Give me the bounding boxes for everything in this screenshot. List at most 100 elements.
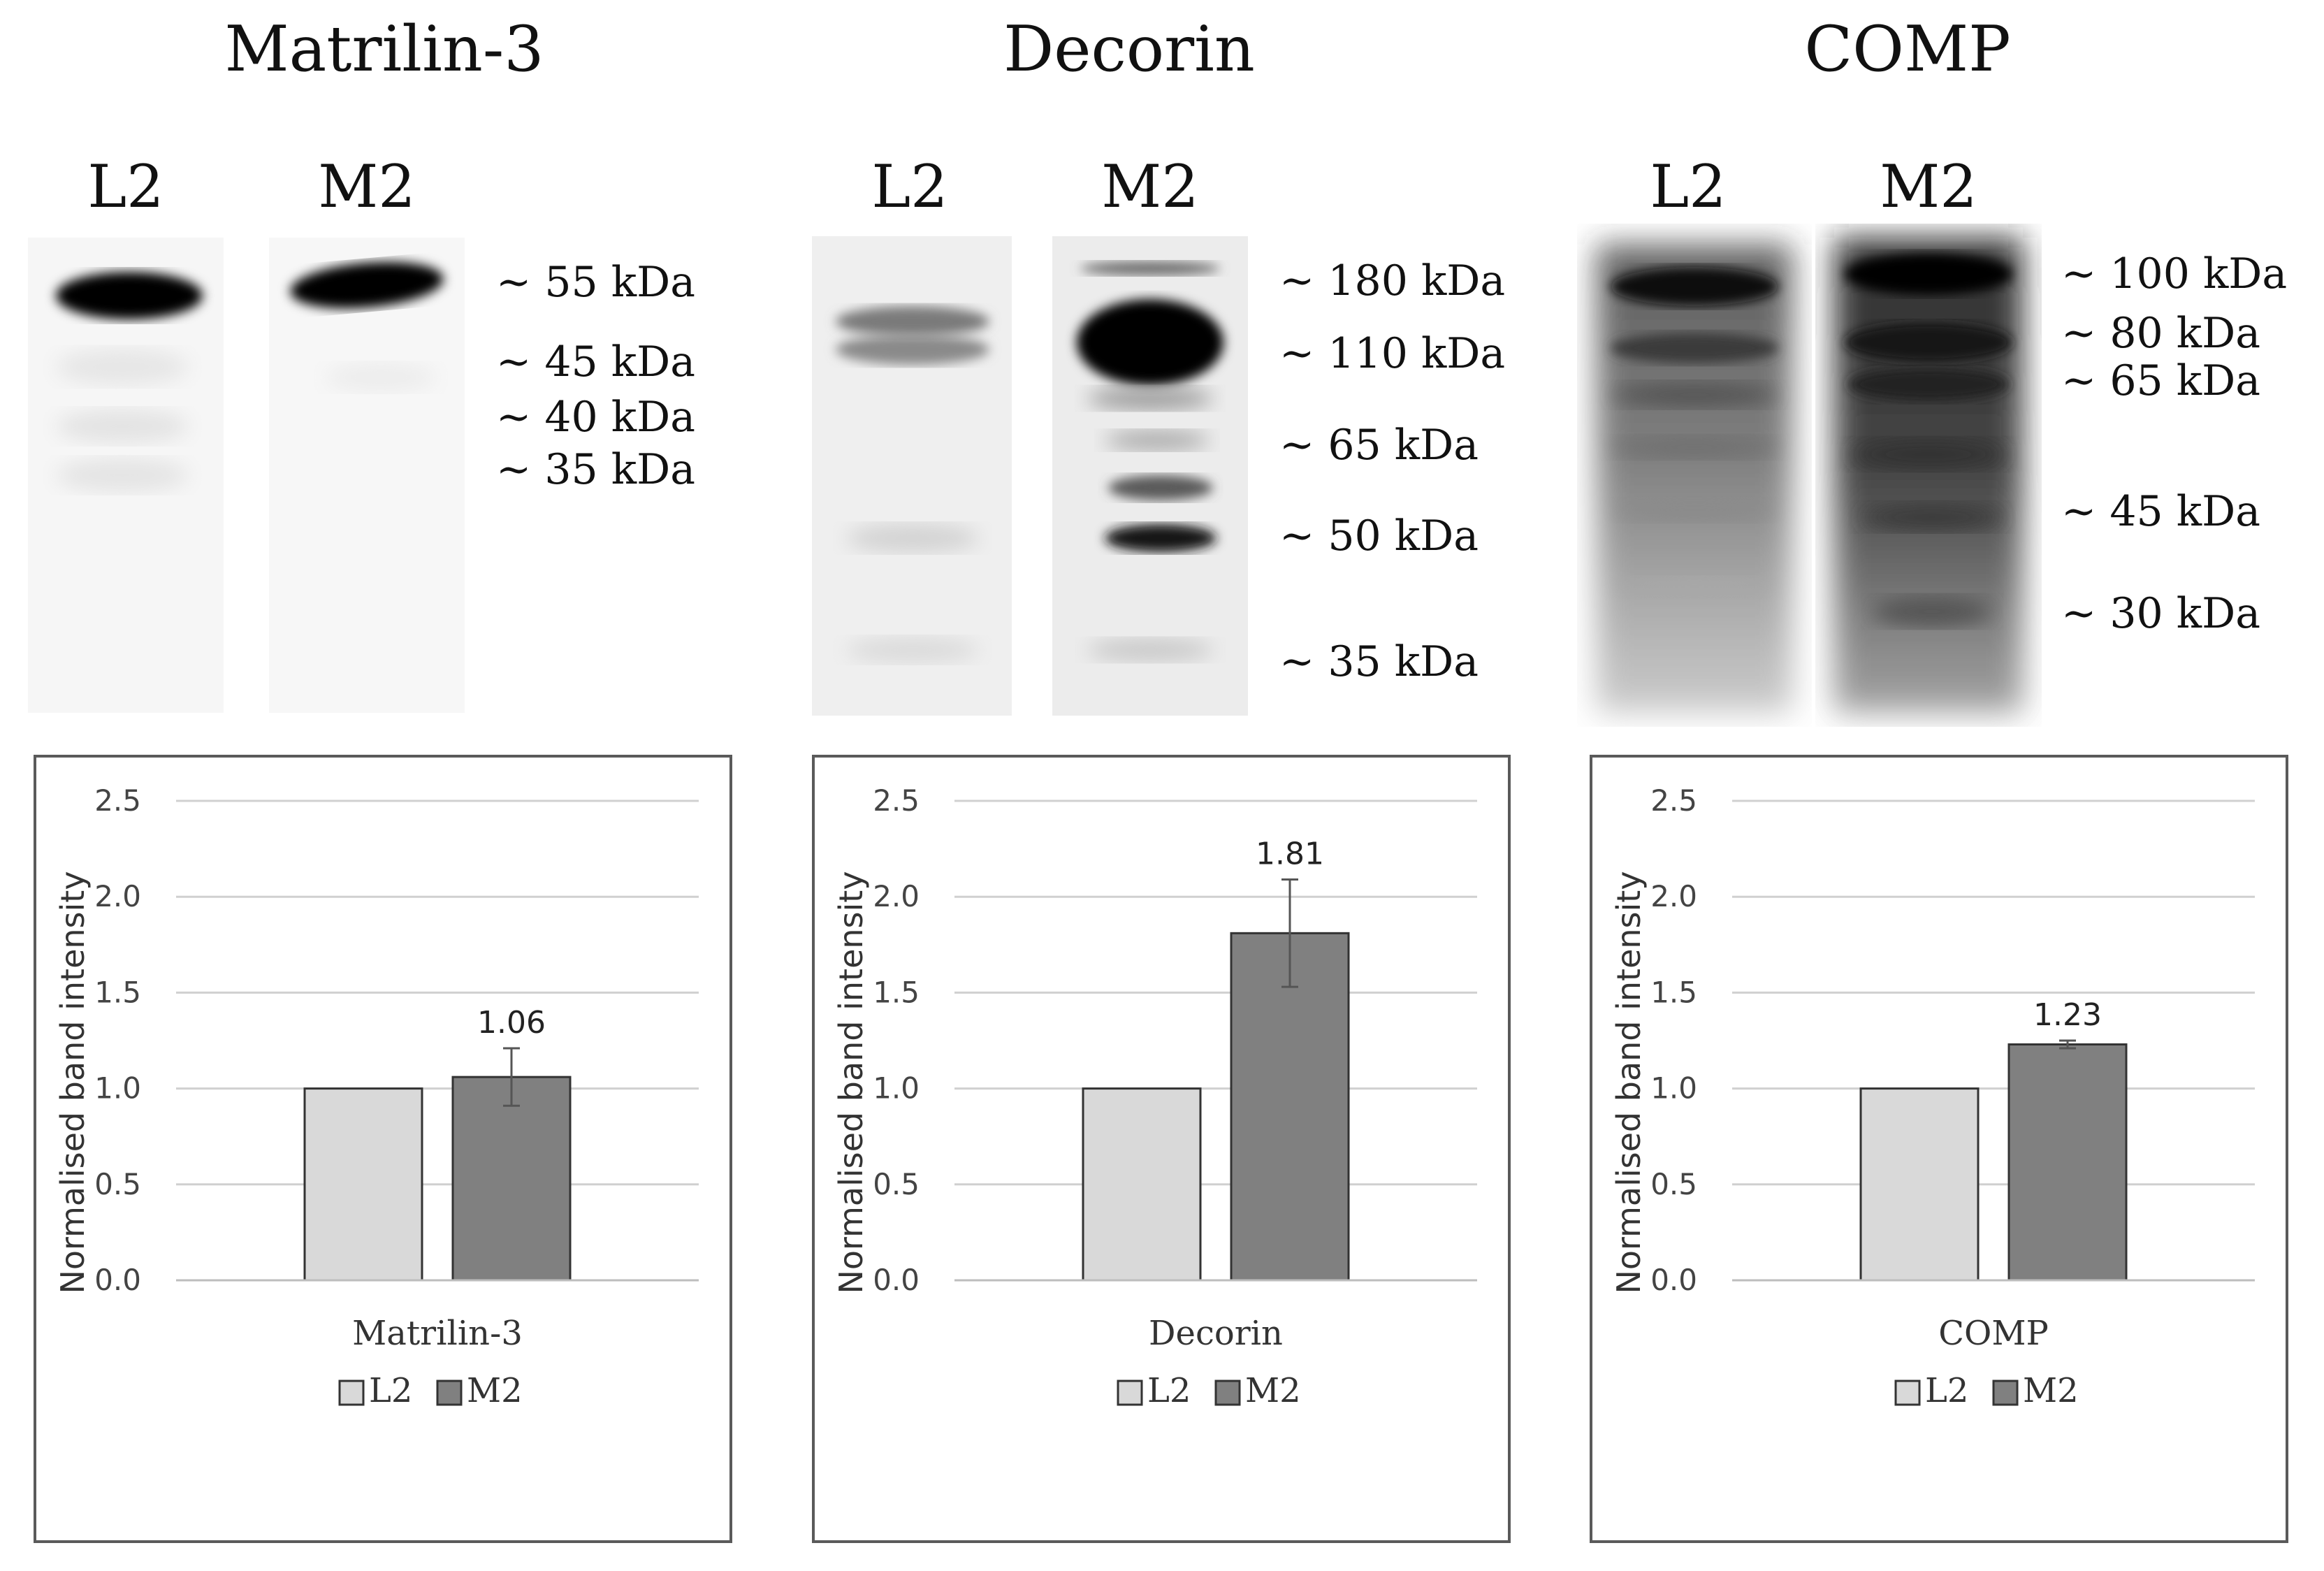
y-axis-label: Normalised band intensity [1610,871,1648,1294]
mw-marker: ~ 35 kDa [496,445,695,494]
mw-marker: ~ 55 kDa [496,258,695,307]
bar-m2 [2007,1043,2128,1282]
y-tick-label: 0.0 [1650,1263,1697,1297]
blot-band [1618,499,1771,521]
data-label: 1.06 [477,1005,546,1041]
blot-band [1611,267,1778,306]
mw-marker: ~ 80 kDa [2061,309,2260,358]
mw-marker: ~ 30 kDa [2061,589,2260,638]
y-tick-label: 2.5 [873,783,920,818]
blot-band [1105,430,1210,450]
y-axis-label: Normalised band intensity [54,871,92,1294]
lane-label-l2: L2 [871,152,948,221]
blot-band [1108,475,1213,500]
chart-svg: 0.0 0.5 1.0 1.5 2.0 2.5 Normalised band intens… [1610,783,2255,1410]
panel-title: Matrilin-3 [224,13,544,86]
data-label: 1.23 [2033,997,2102,1033]
blot-band [1845,323,2012,362]
blot-lane-l2 [1597,245,1792,713]
bar-chart-decorin: 0.0 0.5 1.0 1.5 2.0 2.5 Normalised band intens… [812,755,1511,1543]
legend-swatch-m2 [1214,1380,1241,1406]
legend-label-m2: M2 [467,1371,523,1410]
blot-band [290,261,444,309]
lane-label-m2: M2 [1880,152,1977,221]
blot-band [1087,387,1213,410]
western-blot-image: ~ 55 kDa ~ 45 kDa ~ 40 kDa ~ 35 kDa [28,238,695,713]
blot-band [56,410,189,443]
mw-marker: ~ 65 kDa [2061,356,2260,405]
y-tick-label: 0.5 [873,1167,920,1201]
legend-swatch-l2 [1117,1380,1143,1406]
y-tick-label: 2.0 [94,879,141,913]
bar-chart-matrilin-3: 0.0 0.5 1.0 1.5 2.0 2.5 Normalised band intens… [34,755,732,1543]
legend-label-m2: M2 [1245,1371,1301,1410]
legend-label-m2: M2 [2023,1371,2079,1410]
mw-marker: ~ 65 kDa [1279,421,1479,470]
x-category-label: Matrilin-3 [352,1314,523,1353]
y-tick-label: 1.0 [1650,1071,1697,1106]
blot-band [1621,577,1768,597]
panel-title: COMP [1804,13,2011,86]
mw-marker: ~ 110 kDa [1279,329,1505,378]
blot-band [1873,596,1991,627]
panel-matrilin-3: Matrilin-3 L2 M2 ~ 55 kDa ~ 45 kDa ~ 40 … [0,0,734,1571]
y-tick-label: 1.5 [873,975,920,1009]
mw-marker: ~ 35 kDa [1279,637,1479,686]
blot-band [1105,524,1217,552]
chart-svg: 0.0 0.5 1.0 1.5 2.0 2.5 Normalised band intens… [832,783,1477,1410]
legend-label-l2: L2 [1147,1371,1191,1410]
bar-m2 [451,1076,572,1282]
panel-decorin: Decorin L2 M2 ~ 180 kDa ~ 110 kDa ~ 65 k… [780,0,1513,1571]
bar-l2 [1859,1087,1980,1282]
mw-marker: ~ 50 kDa [1279,512,1479,560]
blot-band [1614,436,1775,458]
lane-label-m2: M2 [1101,152,1199,221]
blot-band [1614,382,1775,407]
blot-band [836,334,989,365]
blot-band [846,637,979,663]
panel-title: Decorin [1003,13,1255,86]
blot-band [836,306,989,337]
blot-band [846,524,979,552]
legend-label-l2: L2 [369,1371,412,1410]
y-tick-label: 1.0 [873,1071,920,1106]
y-tick-label: 2.0 [873,879,920,913]
blot-band [56,349,189,385]
panel-comp: COMP L2 M2 ~ 100 kDa ~ 80 kDa ~ 65 kDa ~… [1558,0,2292,1571]
y-tick-label: 2.5 [1650,783,1697,818]
mw-marker: ~ 45 kDa [2061,487,2260,536]
y-tick-label: 1.5 [1650,975,1697,1009]
y-tick-label: 1.0 [94,1071,141,1106]
blot-band [1087,639,1213,661]
blot-lane-m2 [1834,238,2023,713]
data-label: 1.81 [1256,837,1324,872]
y-tick-label: 0.0 [94,1263,141,1297]
legend-label-l2: L2 [1925,1371,1968,1410]
blot-band [1077,299,1223,386]
lane-label-m2: M2 [318,152,416,221]
legend-swatch-m2 [436,1380,463,1406]
lane-label-l2: L2 [87,152,164,221]
y-tick-label: 0.5 [94,1167,141,1201]
x-category-label: COMP [1938,1314,2049,1353]
legend-swatch-l2 [1894,1380,1921,1406]
bar-chart-comp: 0.0 0.5 1.0 1.5 2.0 2.5 Normalised band intens… [1590,755,2288,1543]
blot-band [1611,333,1778,363]
blot-lane-m2 [269,238,465,713]
legend-swatch-m2 [1992,1380,2019,1406]
chart-svg: 0.0 0.5 1.0 1.5 2.0 2.5 Normalised band intens… [54,783,699,1410]
blot-band [56,272,203,319]
blot-band [1852,439,2005,470]
y-tick-label: 2.0 [1650,879,1697,913]
bar-l2 [303,1087,423,1282]
y-tick-label: 0.5 [1650,1167,1697,1201]
legend-swatch-l2 [338,1380,365,1406]
bar-l2 [1082,1087,1202,1282]
blot-band [1848,368,2009,401]
y-tick-label: 2.5 [94,783,141,818]
y-tick-label: 1.5 [94,975,141,1009]
blot-band [1862,503,2002,531]
western-blot-image: ~ 180 kDa ~ 110 kDa ~ 65 kDa ~ 50 kDa ~ … [812,236,1505,716]
western-blot-image: ~ 100 kDa ~ 80 kDa ~ 65 kDa ~ 45 kDa ~ 3… [1597,238,2287,713]
blot-band [56,458,189,492]
